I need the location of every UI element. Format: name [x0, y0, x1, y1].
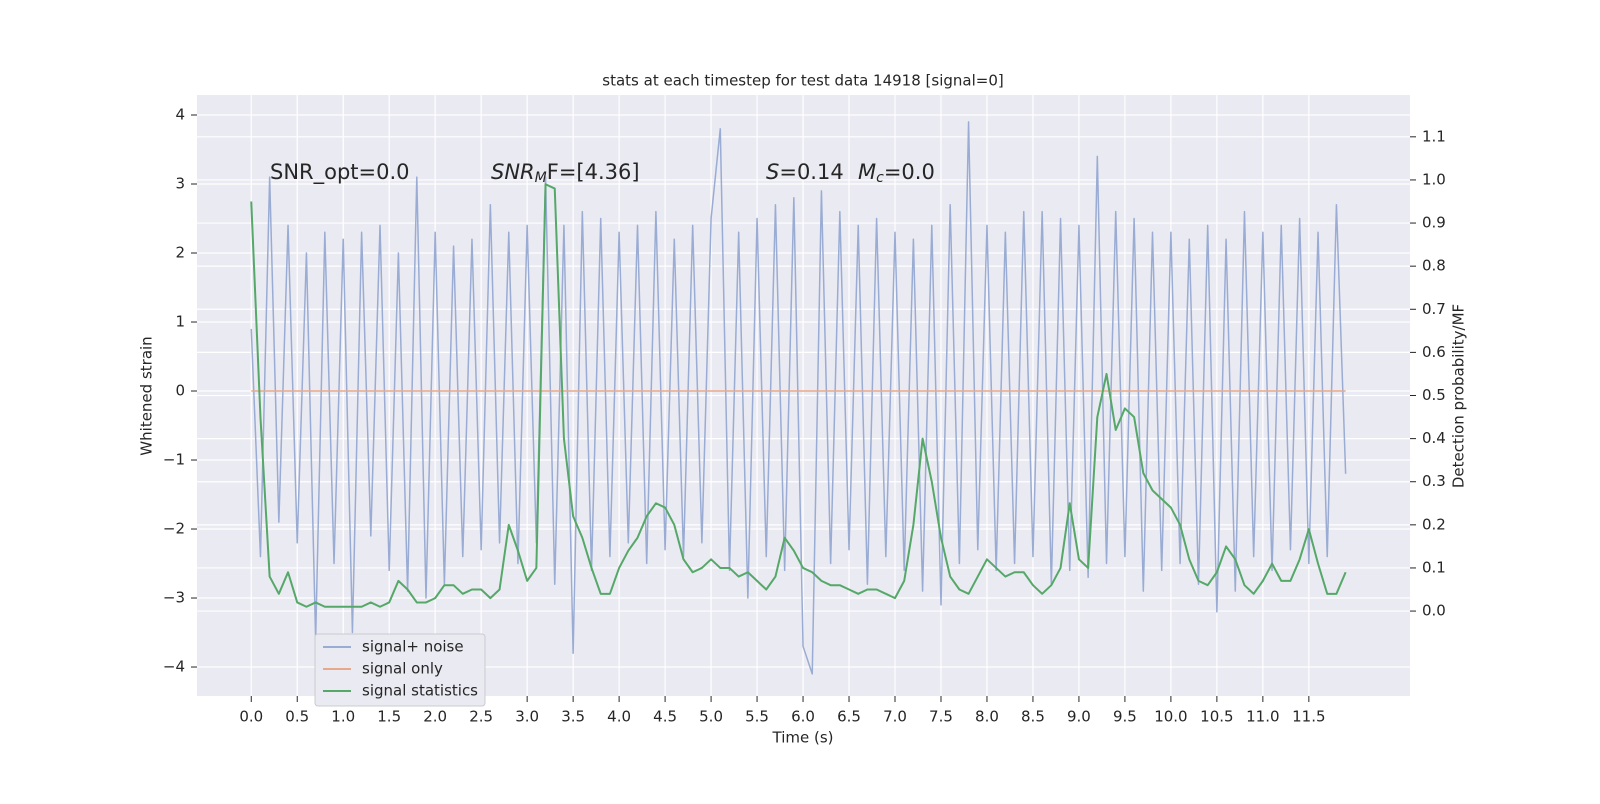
y2-tick-label: 1.0	[1422, 170, 1446, 188]
legend-label: signal statistics	[362, 682, 478, 700]
y-tick-label: 1	[175, 313, 185, 331]
y2-tick-label: 0.9	[1422, 214, 1446, 232]
annotation-part: SNR	[491, 160, 535, 184]
y2-axis-label: Detection probability/MF	[1450, 304, 1468, 488]
y-axis-label: Whitened strain	[138, 336, 156, 455]
legend: signal+ noise signal only signal statistic…	[314, 633, 486, 707]
annotation: SNR_opt=0.0	[270, 160, 410, 185]
x-axis-label: Time (s)	[772, 729, 834, 747]
ticks: 0.0 0.5 1.0 1.5 2.0 2.5 3.0 3.5 4.0 4.5 5.0 5.5 6.0 6…	[163, 106, 1446, 726]
annotation: SNRMF=[4.36]	[491, 160, 640, 186]
annotation-part: =0.0	[884, 160, 935, 184]
x-tick-label: 11.0	[1246, 708, 1279, 726]
x-tick-label: 6.5	[837, 708, 861, 726]
y-tick-label: −4	[163, 658, 185, 676]
series-line	[250, 183, 1347, 608]
x-tick-label: 2.5	[469, 708, 493, 726]
y2-tick-label: 0.5	[1422, 386, 1446, 404]
annotation: S=0.14 Mc=0.0	[766, 160, 935, 186]
x-tick-label: 1.5	[377, 708, 401, 726]
y2-tick-label: 0.8	[1422, 257, 1446, 275]
x-tick-label: 7.0	[883, 708, 907, 726]
marks	[250, 121, 1347, 675]
x-tick-label: 4.5	[653, 708, 677, 726]
y2-tick-label: 0.1	[1422, 558, 1446, 576]
annotation-part: S	[766, 160, 779, 184]
x-tick-label: 0.0	[239, 708, 263, 726]
y-tick-label: 2	[175, 244, 185, 262]
x-tick-label: 10.0	[1154, 708, 1187, 726]
chart-title: stats at each timestep for test data 149…	[602, 72, 1003, 90]
x-tick-label: 0.5	[285, 708, 309, 726]
x-tick-label: 5.0	[699, 708, 723, 726]
y2-tick-label: 0.3	[1422, 472, 1446, 490]
x-tick-label: 7.5	[929, 708, 953, 726]
annotation-part: c	[876, 170, 884, 186]
x-tick-label: 1.0	[331, 708, 355, 726]
y2-tick-label: 0.7	[1422, 300, 1446, 318]
grid	[197, 95, 1410, 696]
x-tick-label: 4.0	[607, 708, 631, 726]
x-tick-label: 10.5	[1200, 708, 1233, 726]
x-tick-label: 2.0	[423, 708, 447, 726]
x-tick-label: 3.5	[561, 708, 585, 726]
legend-box	[314, 633, 486, 707]
y2-tick-label: 1.1	[1422, 127, 1446, 145]
x-tick-label: 8.0	[975, 708, 999, 726]
x-tick-label: 3.0	[515, 708, 539, 726]
x-tick-label: 8.5	[1021, 708, 1045, 726]
y2-tick-label: 0.2	[1422, 515, 1446, 533]
annotation-part: M	[858, 160, 876, 184]
y-tick-label: −1	[163, 451, 185, 469]
legend-label: signal only	[362, 660, 443, 678]
x-tick-label: 9.5	[1113, 708, 1137, 726]
x-tick-label: 6.0	[791, 708, 815, 726]
annotation-part: M	[535, 170, 547, 186]
annotation-part: F=[4.36]	[547, 160, 640, 184]
series-line	[250, 121, 1347, 675]
y-tick-label: 4	[175, 106, 185, 124]
y2-tick-label: 0.6	[1422, 343, 1446, 361]
y2-tick-label: 0.4	[1422, 429, 1446, 447]
annotation-part: =0.14	[779, 160, 843, 184]
legend-label: signal+ noise	[362, 638, 464, 656]
x-tick-label: 11.5	[1292, 708, 1325, 726]
y-tick-label: −2	[163, 520, 185, 538]
y-tick-label: 3	[175, 175, 185, 193]
y2-tick-label: 0.0	[1422, 602, 1446, 620]
x-tick-label: 5.5	[745, 708, 769, 726]
y-tick-label: −3	[163, 589, 185, 607]
x-tick-label: 9.0	[1067, 708, 1091, 726]
y-tick-label: 0	[175, 382, 185, 400]
